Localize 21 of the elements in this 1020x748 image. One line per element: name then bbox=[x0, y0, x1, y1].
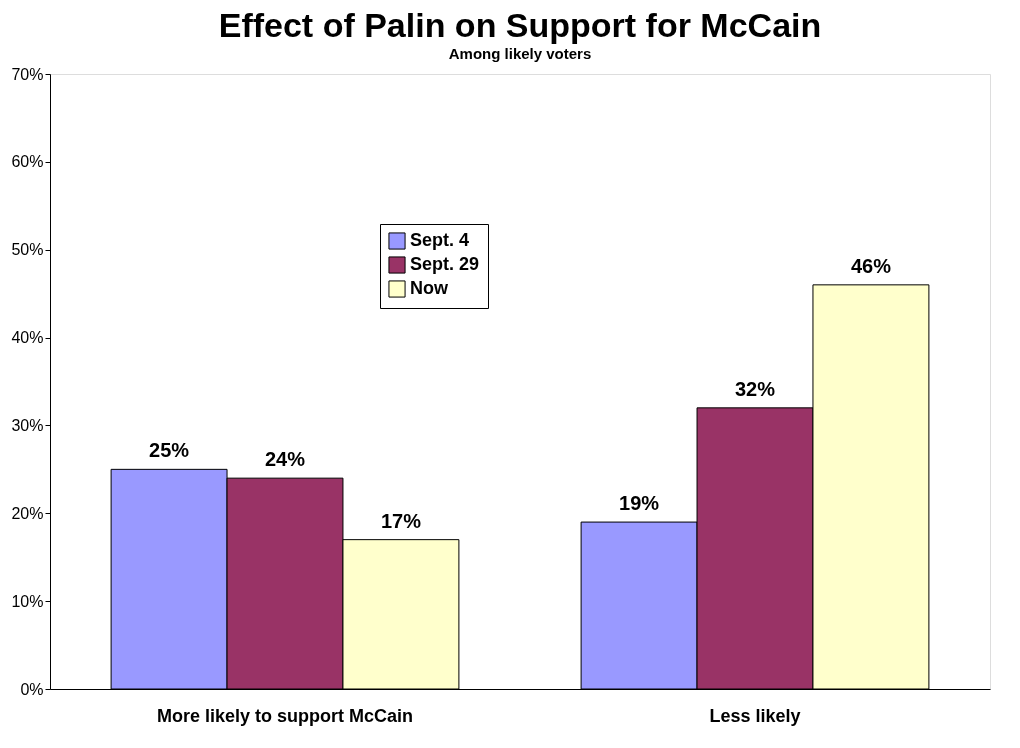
x-tick-label: Less likely bbox=[709, 705, 801, 726]
y-tick-label: 50% bbox=[11, 241, 44, 259]
y-tick-label: 60% bbox=[11, 153, 44, 171]
y-tick-label: 0% bbox=[20, 680, 44, 698]
data-label: 25% bbox=[149, 439, 190, 462]
data-label: 32% bbox=[734, 377, 776, 400]
y-tick-label: 10% bbox=[11, 592, 44, 610]
x-tick-label: More likely to support McCain bbox=[156, 705, 414, 726]
data-label: 24% bbox=[264, 448, 306, 471]
legend-label: Now bbox=[410, 278, 449, 298]
y-tick-label: 20% bbox=[11, 504, 44, 522]
legend-label: Sept. 29 bbox=[410, 254, 480, 274]
chart-subtitle: Among likely voters bbox=[448, 45, 592, 62]
y-tick-label: 30% bbox=[11, 416, 44, 434]
data-label: 46% bbox=[850, 254, 892, 277]
y-tick-label: 70% bbox=[11, 65, 44, 83]
data-label: 19% bbox=[619, 492, 660, 515]
data-label: 17% bbox=[380, 509, 422, 532]
y-tick-label: 40% bbox=[11, 329, 44, 347]
chart-title: Effect of Palin on Support for McCain bbox=[218, 6, 822, 44]
legend-label: Sept. 4 bbox=[410, 230, 470, 250]
